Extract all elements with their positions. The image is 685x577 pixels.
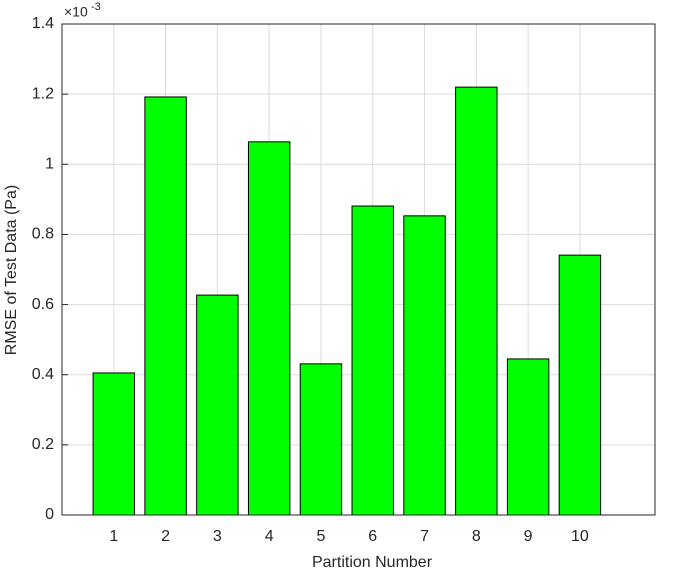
y-exponent-power: -3 (91, 1, 101, 13)
y-tick-label: 0.2 (32, 436, 54, 453)
bar (92, 372, 136, 516)
x-tick-label: 10 (571, 528, 589, 545)
bar (506, 358, 550, 516)
bar (455, 86, 498, 516)
y-tick-label: 0 (45, 506, 54, 523)
x-tick-label: 1 (109, 528, 118, 545)
x-tick-label: 6 (368, 528, 377, 545)
y-axis-label: RMSE of Test Data (Pa) (3, 185, 20, 355)
y-tick-label: 1.4 (32, 15, 54, 32)
x-tick-label: 3 (213, 528, 222, 545)
x-tick-label: 8 (472, 528, 481, 545)
y-exponent-base: ×10 (64, 4, 88, 20)
y-tick-label: 0.6 (32, 296, 54, 313)
bar (403, 215, 446, 516)
x-tick-label: 9 (524, 528, 533, 545)
x-tick-label: 2 (161, 528, 170, 545)
bar (299, 363, 343, 516)
bar (558, 254, 602, 516)
axes-box (61, 23, 656, 516)
x-tick-label: 4 (265, 528, 274, 545)
y-tick-label: 1 (45, 156, 54, 173)
x-tick-label: 5 (316, 528, 325, 545)
bar (247, 141, 291, 516)
y-tick-label: 0.8 (32, 226, 54, 243)
bar (144, 96, 187, 516)
bar (196, 294, 239, 516)
y-tick-label: 1.2 (32, 85, 54, 102)
x-tick-label: 7 (420, 528, 429, 545)
x-axis-label: Partition Number (312, 554, 433, 571)
y-tick-label: 0.4 (32, 366, 54, 383)
bar (351, 205, 394, 516)
